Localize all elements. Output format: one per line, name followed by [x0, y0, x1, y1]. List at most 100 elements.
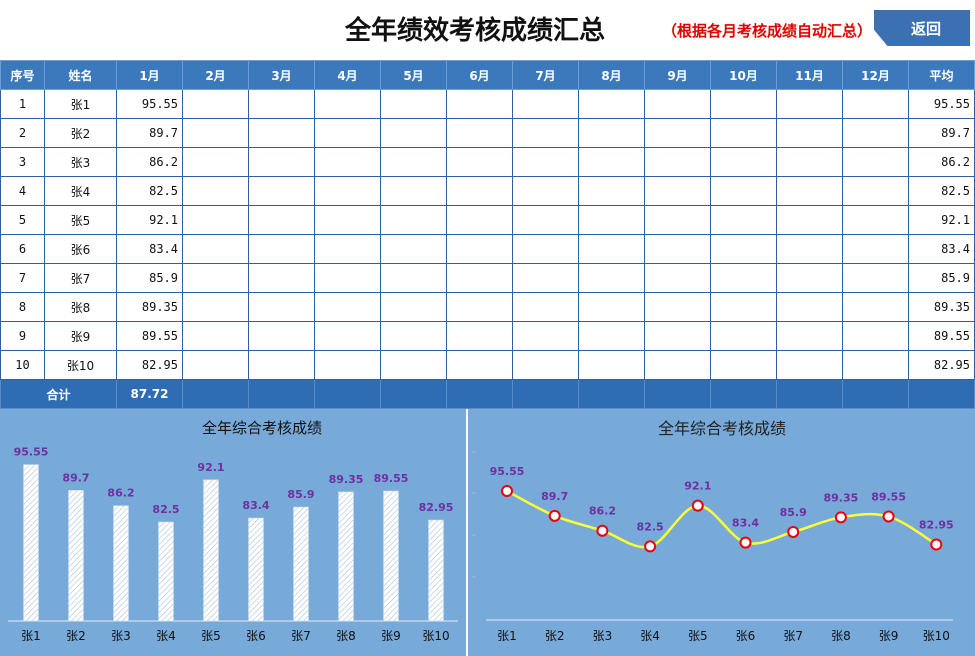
month-score-cell[interactable]: [710, 89, 777, 119]
name-cell[interactable]: 张9: [44, 321, 117, 351]
month-score-cell[interactable]: [248, 321, 315, 351]
month-score-cell[interactable]: [182, 292, 249, 322]
month-score-cell[interactable]: [644, 234, 711, 264]
row-number-cell[interactable]: 5: [0, 205, 45, 235]
name-cell[interactable]: 张10: [44, 350, 117, 380]
month-score-cell[interactable]: [512, 234, 579, 264]
month-score-cell[interactable]: [644, 118, 711, 148]
row-number-cell[interactable]: 3: [0, 147, 45, 177]
month-score-cell[interactable]: [776, 118, 843, 148]
month-score-cell[interactable]: [248, 118, 315, 148]
month-score-cell[interactable]: [710, 176, 777, 206]
average-cell[interactable]: 95.55: [908, 89, 975, 119]
month-score-cell[interactable]: [314, 350, 381, 380]
name-cell[interactable]: 张4: [44, 176, 117, 206]
average-cell[interactable]: 92.1: [908, 205, 975, 235]
month-score-cell[interactable]: [842, 234, 909, 264]
month-score-cell[interactable]: [842, 89, 909, 119]
month-score-cell[interactable]: 82.5: [116, 176, 183, 206]
month-score-cell[interactable]: [842, 118, 909, 148]
average-cell[interactable]: 85.9: [908, 263, 975, 293]
month-score-cell[interactable]: [446, 176, 513, 206]
month-score-cell[interactable]: [182, 89, 249, 119]
month-score-cell[interactable]: [776, 292, 843, 322]
month-score-cell[interactable]: [380, 176, 447, 206]
month-score-cell[interactable]: [578, 292, 645, 322]
month-score-cell[interactable]: [578, 234, 645, 264]
month-score-cell[interactable]: [446, 234, 513, 264]
month-score-cell[interactable]: [842, 176, 909, 206]
row-number-cell[interactable]: 4: [0, 176, 45, 206]
month-score-cell[interactable]: [644, 350, 711, 380]
month-score-cell[interactable]: [248, 205, 315, 235]
month-score-cell[interactable]: [248, 292, 315, 322]
month-score-cell[interactable]: 82.95: [116, 350, 183, 380]
month-score-cell[interactable]: 89.55: [116, 321, 183, 351]
month-score-cell[interactable]: [314, 205, 381, 235]
month-score-cell[interactable]: [512, 118, 579, 148]
month-score-cell[interactable]: [644, 176, 711, 206]
row-number-cell[interactable]: 7: [0, 263, 45, 293]
month-score-cell[interactable]: [512, 176, 579, 206]
month-score-cell[interactable]: 89.35: [116, 292, 183, 322]
month-score-cell[interactable]: [446, 321, 513, 351]
month-score-cell[interactable]: 86.2: [116, 147, 183, 177]
month-score-cell[interactable]: [248, 147, 315, 177]
average-cell[interactable]: 86.2: [908, 147, 975, 177]
month-score-cell[interactable]: [710, 263, 777, 293]
month-score-cell[interactable]: [314, 176, 381, 206]
month-score-cell[interactable]: [446, 263, 513, 293]
back-button[interactable]: 返回: [874, 10, 970, 46]
month-score-cell[interactable]: [710, 118, 777, 148]
month-score-cell[interactable]: [380, 350, 447, 380]
month-score-cell[interactable]: [842, 350, 909, 380]
month-score-cell[interactable]: [512, 263, 579, 293]
month-score-cell[interactable]: [776, 321, 843, 351]
month-score-cell[interactable]: [248, 176, 315, 206]
average-cell[interactable]: 89.55: [908, 321, 975, 351]
month-score-cell[interactable]: [776, 176, 843, 206]
month-score-cell[interactable]: [182, 205, 249, 235]
row-number-cell[interactable]: 2: [0, 118, 45, 148]
month-score-cell[interactable]: [512, 147, 579, 177]
month-score-cell[interactable]: [842, 292, 909, 322]
month-score-cell[interactable]: [578, 147, 645, 177]
month-score-cell[interactable]: [776, 89, 843, 119]
month-score-cell[interactable]: [644, 147, 711, 177]
average-cell[interactable]: 89.35: [908, 292, 975, 322]
month-score-cell[interactable]: [842, 321, 909, 351]
month-score-cell[interactable]: [446, 205, 513, 235]
month-score-cell[interactable]: [182, 234, 249, 264]
month-score-cell[interactable]: [446, 89, 513, 119]
average-cell[interactable]: 82.5: [908, 176, 975, 206]
name-cell[interactable]: 张1: [44, 89, 117, 119]
name-cell[interactable]: 张8: [44, 292, 117, 322]
month-score-cell[interactable]: [644, 263, 711, 293]
month-score-cell[interactable]: [644, 205, 711, 235]
month-score-cell[interactable]: [512, 350, 579, 380]
month-score-cell[interactable]: [776, 263, 843, 293]
month-score-cell[interactable]: [578, 350, 645, 380]
row-number-cell[interactable]: 10: [0, 350, 45, 380]
month-score-cell[interactable]: [710, 147, 777, 177]
month-score-cell[interactable]: [314, 292, 381, 322]
month-score-cell[interactable]: [578, 321, 645, 351]
month-score-cell[interactable]: 95.55: [116, 89, 183, 119]
month-score-cell[interactable]: [380, 321, 447, 351]
month-score-cell[interactable]: [710, 205, 777, 235]
month-score-cell[interactable]: [710, 350, 777, 380]
month-score-cell[interactable]: [314, 234, 381, 264]
month-score-cell[interactable]: [776, 147, 843, 177]
month-score-cell[interactable]: [512, 292, 579, 322]
month-score-cell[interactable]: [182, 118, 249, 148]
average-cell[interactable]: 82.95: [908, 350, 975, 380]
row-number-cell[interactable]: 9: [0, 321, 45, 351]
name-cell[interactable]: 张3: [44, 147, 117, 177]
month-score-cell[interactable]: [248, 263, 315, 293]
month-score-cell[interactable]: [578, 89, 645, 119]
month-score-cell[interactable]: 85.9: [116, 263, 183, 293]
month-score-cell[interactable]: [182, 176, 249, 206]
name-cell[interactable]: 张2: [44, 118, 117, 148]
average-cell[interactable]: 83.4: [908, 234, 975, 264]
name-cell[interactable]: 张6: [44, 234, 117, 264]
